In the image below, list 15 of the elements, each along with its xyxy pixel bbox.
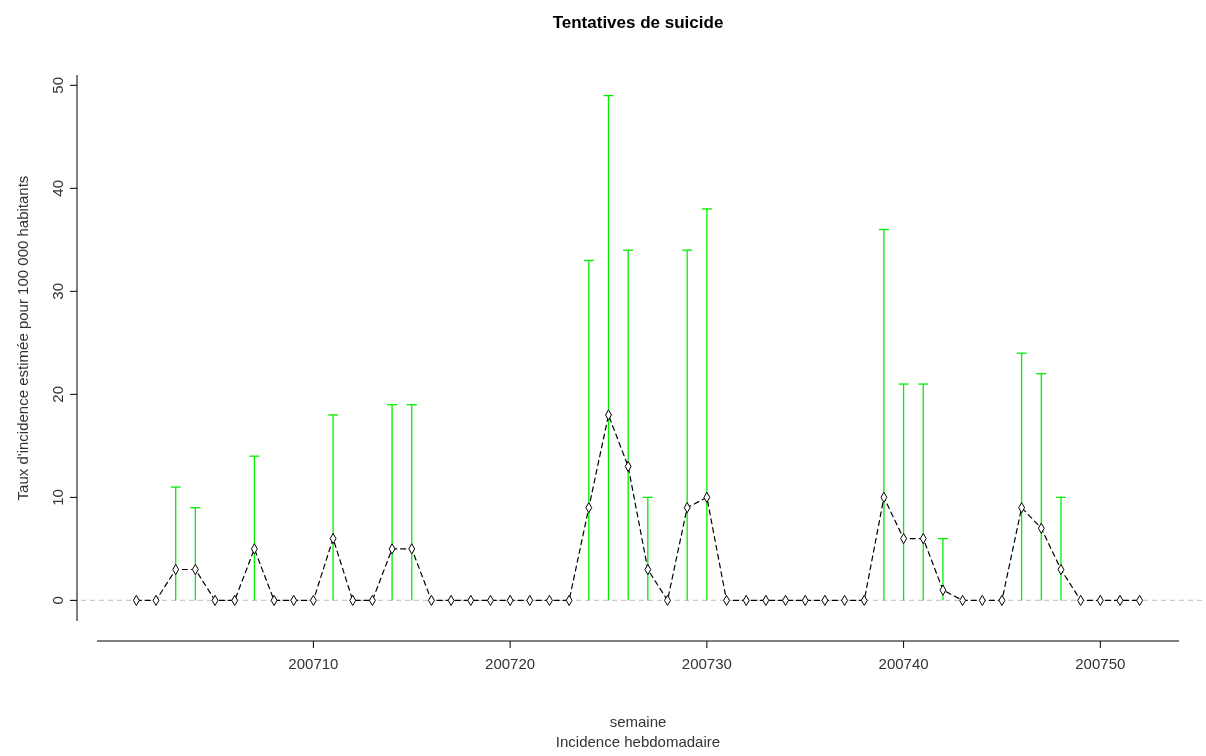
y-tick-label: 50 [49, 76, 66, 94]
y-tick-label: 20 [49, 386, 66, 403]
text: Incidence hebdomadaire [555, 733, 721, 750]
y-tick-label: 40 [49, 179, 66, 197]
x-tick-label: 200720 [485, 655, 536, 672]
x-tick-label: 200730 [681, 655, 732, 672]
y-tick-label: 10 [49, 489, 66, 506]
y-axis-title: Taux d'incidence estimée pour 100 000 habitants [14, 175, 31, 501]
x-tick-label: 200750 [1075, 655, 1126, 672]
y-tick-label: 0 [49, 596, 66, 605]
x-axis-title: semaine [609, 713, 667, 730]
x-tick-label: 200740 [878, 655, 929, 672]
chart-title: Tentatives de suicide [552, 13, 724, 32]
x-tick-label: 200710 [288, 655, 339, 672]
y-tick-label: 30 [49, 283, 66, 300]
